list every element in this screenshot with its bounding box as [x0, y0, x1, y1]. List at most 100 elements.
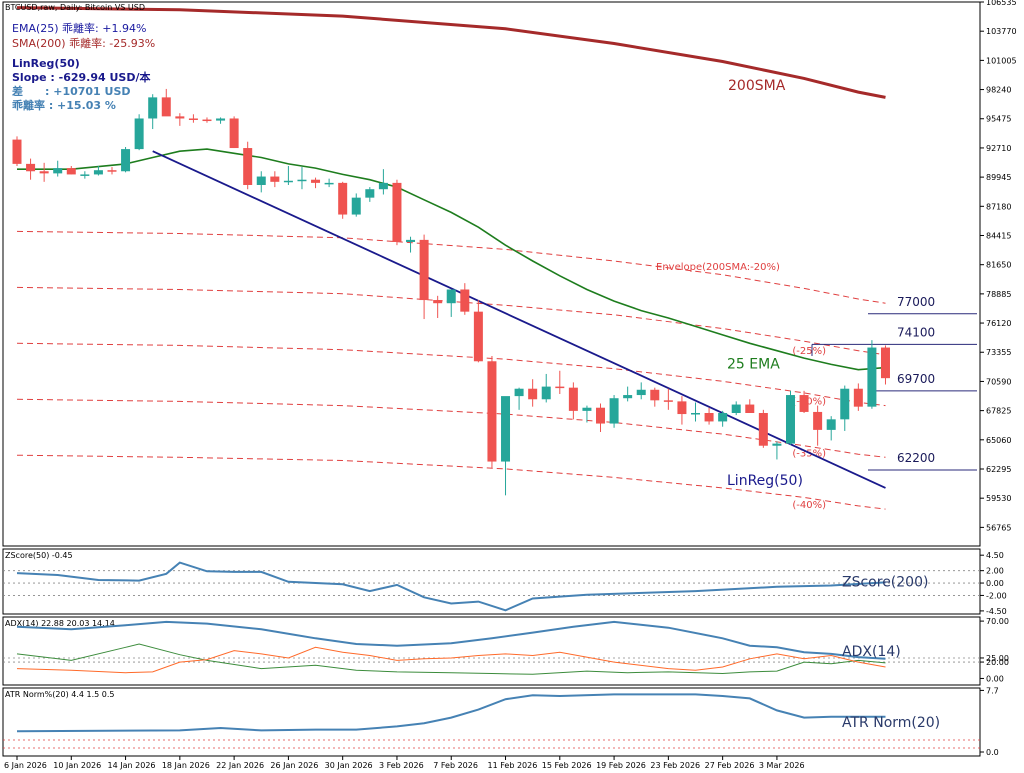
candle-body	[161, 97, 171, 117]
zscore-y-tick-label: -2.00	[986, 591, 1007, 600]
candle-body	[107, 170, 117, 172]
candle-body	[338, 182, 348, 215]
zscore-legend: ZScore(50) -0.45	[5, 551, 73, 560]
candle-body	[745, 404, 755, 413]
main-y-tick-label: 98240	[986, 86, 1011, 95]
candle-body	[568, 387, 578, 411]
envelope-line	[16, 454, 886, 510]
candle-body	[53, 168, 63, 174]
x-tick-label: 22 Jan 2026	[216, 761, 264, 770]
annotation-label: LinReg(50)	[727, 473, 803, 489]
candle-body	[39, 171, 49, 174]
panel-frame-atr	[2, 687, 981, 757]
linreg-diff: 差 : +10701 USD	[12, 84, 131, 98]
candle-body	[555, 386, 565, 389]
sma-deviation-label: SMA(200) 乖離率: -25.93%	[12, 36, 155, 50]
main-y-tick-label: 67825	[986, 407, 1011, 416]
adx-y-tick-label: 20.00	[986, 658, 1009, 667]
zscore-y-tick-label: 4.50	[986, 551, 1004, 560]
linreg-deviation: 乖離率 : +15.03 %	[12, 98, 116, 112]
candle-body	[365, 189, 375, 198]
candle-body	[26, 163, 36, 172]
candle-body	[93, 170, 103, 175]
envelope-line	[16, 398, 886, 458]
x-tick-label: 23 Feb 2026	[650, 761, 700, 770]
candle-body	[691, 412, 700, 415]
candle-body	[270, 176, 280, 182]
candle-body	[840, 388, 850, 420]
main-y-tick-label: 81650	[986, 261, 1011, 270]
ema-deviation-label: EMA(25) 乖離率: +1.94%	[12, 21, 146, 35]
atr-legend: ATR Norm%(20) 4.4 1.5 0.5	[5, 690, 114, 699]
main-y-tick-label: 65060	[986, 436, 1011, 445]
candle-body	[460, 289, 470, 312]
main-y-tick-label: 62295	[986, 465, 1011, 474]
zscore-line	[16, 561, 886, 612]
candle-body	[582, 407, 592, 411]
x-tick-label: 3 Feb 2026	[379, 761, 424, 770]
candle-body	[541, 386, 551, 400]
main-y-tick-label: 59530	[986, 494, 1011, 503]
candle-body	[311, 179, 321, 183]
candle-body	[650, 389, 660, 401]
candle-body	[202, 119, 212, 122]
main-y-tick-label: 95475	[986, 115, 1011, 124]
candle-body	[378, 182, 388, 190]
candle-body	[487, 361, 497, 462]
main-y-tick-label: 106535	[986, 0, 1017, 7]
main-y-tick-label: 56765	[986, 523, 1011, 532]
candle-body	[66, 168, 76, 175]
main-y-tick-label: 78885	[986, 290, 1011, 299]
x-tick-label: 7 Feb 2026	[433, 761, 478, 770]
candle-body	[324, 182, 334, 185]
main-y-tick-label: 73355	[986, 348, 1011, 357]
candle-body	[121, 149, 131, 172]
adx-series-line	[16, 646, 886, 674]
x-tick-label: 26 Jan 2026	[270, 761, 318, 770]
x-tick-label: 10 Jan 2026	[53, 761, 101, 770]
x-tick-label: 3 Mar 2026	[759, 761, 805, 770]
candle-body	[880, 347, 890, 379]
x-tick-label: 19 Feb 2026	[596, 761, 646, 770]
candle-body	[433, 300, 443, 304]
candle-body	[758, 412, 768, 446]
candle-body	[283, 180, 293, 183]
panel-frame-adx	[2, 616, 981, 686]
candle-body	[297, 179, 307, 182]
adx-y-tick-label: 70.00	[986, 617, 1009, 626]
adx-legend: ADX(14) 22.88 20.03 14.14	[5, 619, 115, 628]
x-tick-label: 15 Feb 2026	[542, 761, 592, 770]
annotation-label: 200SMA	[728, 78, 786, 94]
zscore-y-tick-label: 2.00	[986, 567, 1004, 576]
candle-body	[175, 116, 185, 119]
candle-body	[636, 389, 646, 396]
envelope-label: Envelope(200SMA:-20%)	[656, 262, 780, 273]
main-y-tick-label: 84415	[986, 231, 1011, 240]
price-level-label: 77000	[897, 295, 935, 309]
candle-body	[216, 118, 226, 121]
candle-body	[609, 398, 619, 424]
main-y-tick-label: 76120	[986, 319, 1011, 328]
atr-y-tick-label: 7.7	[986, 686, 999, 695]
x-tick-label: 6 Jan 2026	[4, 761, 47, 770]
main-y-tick-label: 101005	[986, 56, 1017, 65]
main-y-tick-label: 87180	[986, 202, 1011, 211]
price-level-label: 62200	[897, 451, 935, 465]
window-title: BTCUSD,raw, Daily: Bitcoin VS USD	[5, 3, 145, 12]
zscore-panel-label: ZScore(200)	[842, 575, 928, 591]
x-tick-label: 11 Feb 2026	[488, 761, 538, 770]
annotation-label: 25 EMA	[727, 357, 780, 373]
candle-body	[501, 396, 511, 462]
zscore-y-tick-label: 0.00	[986, 579, 1004, 588]
candle-body	[406, 239, 416, 242]
candle-body	[663, 400, 673, 402]
candle-body	[623, 395, 633, 399]
main-y-tick-label: 103770	[986, 27, 1017, 36]
panel-frame-zscore	[2, 548, 981, 615]
candle-body	[12, 139, 22, 164]
price-level-label: 69700	[897, 372, 935, 386]
candle-body	[799, 395, 809, 412]
sma200-line	[16, 6, 886, 99]
